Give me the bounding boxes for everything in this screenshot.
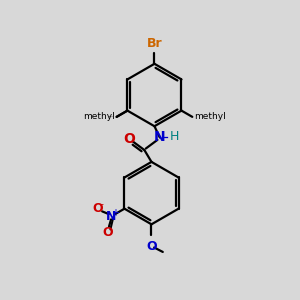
Text: +: +	[111, 208, 119, 218]
Text: methyl: methyl	[83, 112, 115, 121]
Text: N: N	[154, 130, 166, 144]
Text: O: O	[146, 240, 157, 253]
Text: N: N	[106, 210, 116, 223]
Text: methyl: methyl	[194, 112, 226, 121]
Text: methyl: methyl	[110, 116, 114, 118]
Text: O: O	[92, 202, 103, 215]
Text: O: O	[124, 132, 135, 146]
Text: H: H	[169, 130, 179, 142]
Text: Br: Br	[147, 38, 162, 50]
Text: O: O	[103, 226, 113, 239]
Text: -: -	[100, 200, 104, 209]
